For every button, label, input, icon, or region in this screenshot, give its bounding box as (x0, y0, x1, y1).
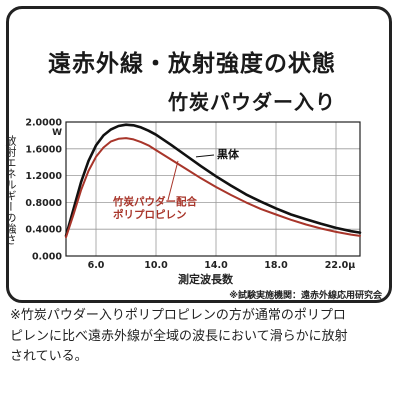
chart-title: 遠赤外線・放射強度の状態 (48, 51, 336, 77)
x-tick-label: 10.0 (144, 260, 168, 271)
footnote-line-1: ※竹炭パウダー入りポリプロピレンの方が通常のポリプロ (10, 308, 346, 323)
x-tick-label: 14.0 (204, 260, 228, 271)
series-label-bamboo-line-2: ポリプロピレン (113, 208, 187, 221)
footnote-line-3: されている。 (10, 349, 88, 364)
footnote: ※竹炭パウダー入りポリプロピレンの方が通常のポリプロ ピレンに比べ遠赤外線が全域… (10, 306, 394, 368)
y-tick-label: 2.0000 (25, 118, 62, 129)
series-pointer-black-body (195, 154, 215, 158)
series-pointer-bamboo (167, 160, 179, 201)
x-tick-label: 6.0 (88, 260, 105, 271)
y-tick-label: 1.2000 (25, 171, 62, 182)
y-unit-label: W (52, 128, 62, 138)
series-label-black-body: 黒体 (217, 147, 240, 161)
series-line-1 (64, 123, 362, 238)
x-axis-label: 測定波長数 (178, 273, 233, 286)
y-tick-label: 0.000 (32, 252, 62, 263)
x-tick-label: 22.0μ (325, 260, 355, 271)
series-label-bamboo-line-1: 竹炭パウダー配合 (112, 195, 197, 208)
series-line-2 (65, 137, 361, 239)
chart-subtitle: 竹炭パウダー入り (168, 90, 336, 114)
y-tick-label: 0.8000 (25, 198, 62, 209)
footnote-line-2: ピレンに比べ遠赤外線が全域の波長において滑らかに放射 (10, 328, 348, 344)
x-tick-label: 18.0 (264, 260, 288, 271)
chart-panel (6, 6, 392, 303)
plot-frame (65, 121, 361, 257)
source-note: ※試験実施機関：遠赤外線応用研究会 (229, 291, 382, 301)
y-tick-label: 1.6000 (25, 144, 62, 155)
y-tick-label: 0.4000 (25, 225, 62, 236)
y-axis-label: 放射エネルギーの強さ (4, 135, 17, 245)
